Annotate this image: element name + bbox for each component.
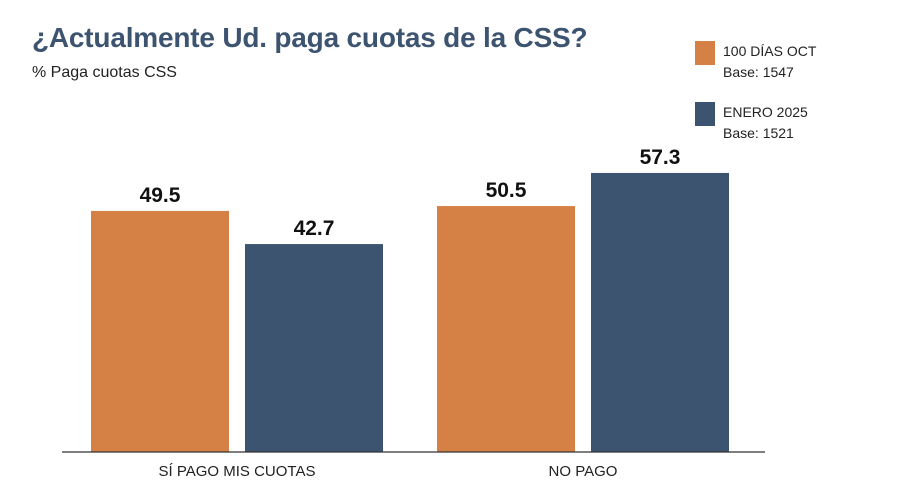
x-tick-label-0: SÍ PAGO MIS CUOTAS <box>159 463 316 480</box>
data-label-s1-c1: 57.3 <box>640 146 681 169</box>
chart-title: ¿Actualmente Ud. paga cuotas de la CSS? <box>32 22 588 53</box>
data-label-s0-c1: 50.5 <box>486 179 527 202</box>
legend-label-enero: ENERO 2025 <box>723 104 808 120</box>
x-tick-label-1: NO PAGO <box>549 463 618 480</box>
data-label-s0-c0: 49.5 <box>140 184 181 207</box>
chart-subtitle: % Paga cuotas CSS <box>32 64 177 81</box>
legend-label-oct: 100 DÍAS OCT <box>723 43 817 59</box>
bar-s0-c0 <box>91 210 229 452</box>
data-label-s1-c0: 42.7 <box>294 217 335 240</box>
legend-swatch-enero <box>695 102 715 126</box>
legend-base-enero: Base: 1521 <box>723 125 794 141</box>
legend-base-oct: Base: 1547 <box>723 64 794 80</box>
legend-swatch-oct <box>695 41 715 65</box>
bar-s1-c0 <box>245 244 383 452</box>
bar-s0-c1 <box>437 206 575 452</box>
bar-s1-c1 <box>591 172 729 452</box>
